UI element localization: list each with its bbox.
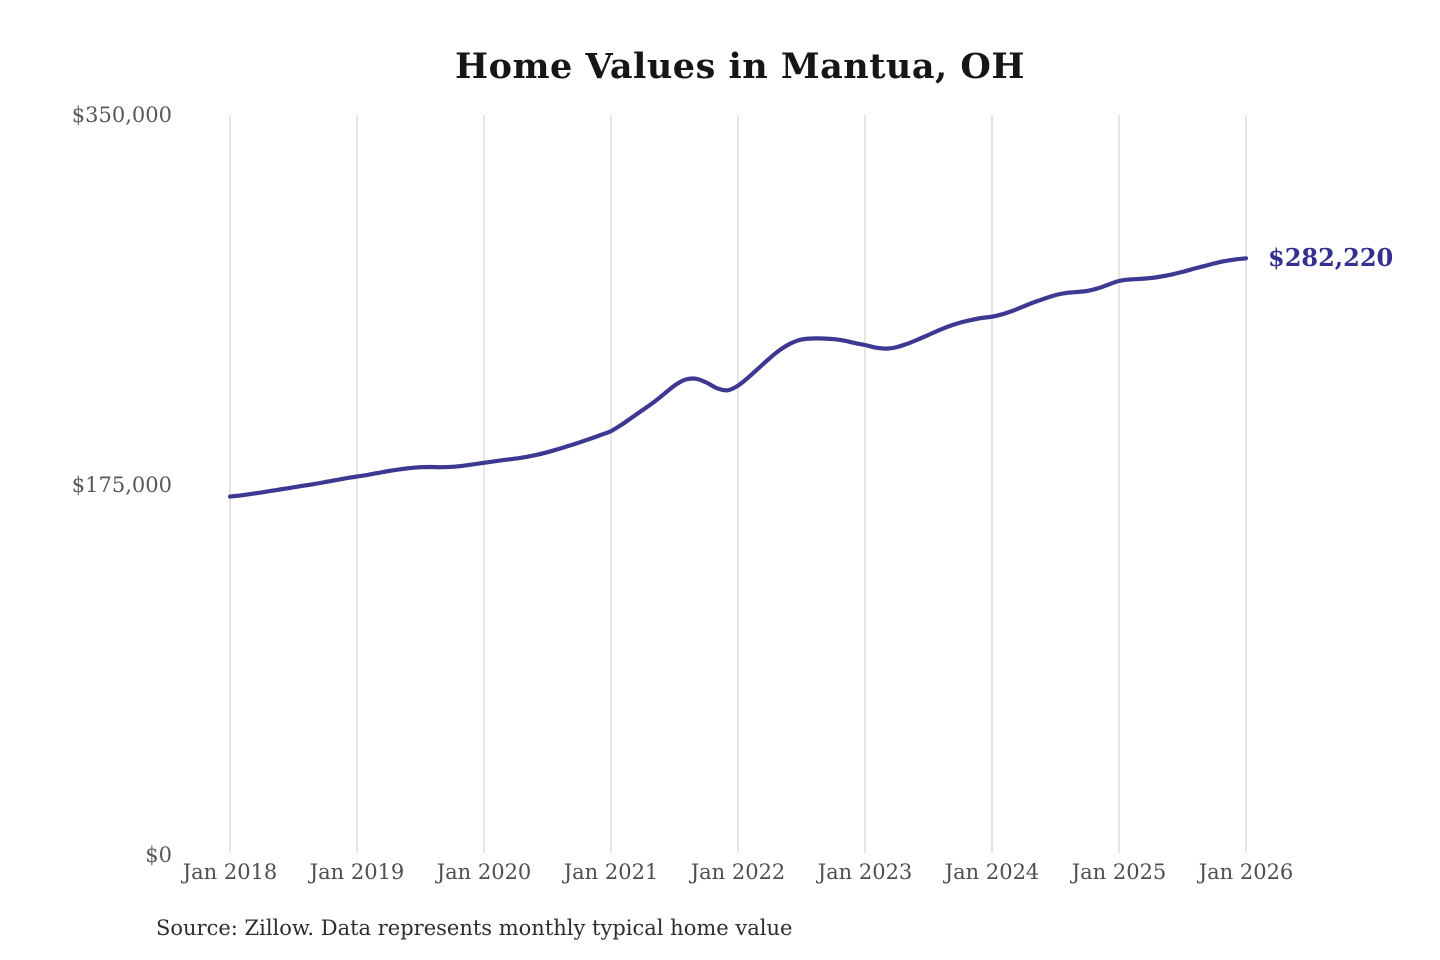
- x-axis-label-jan-2021: Jan 2021: [563, 860, 659, 884]
- source-note: Source: Zillow. Data represents monthly …: [156, 916, 793, 940]
- x-axis-label-jan-2026: Jan 2026: [1198, 860, 1294, 884]
- chart-title: Home Values in Mantua, OH: [455, 46, 1025, 87]
- x-axis-label-jan-2020: Jan 2020: [436, 860, 532, 884]
- y-axis-label-175000: $175,000: [71, 473, 172, 497]
- y-axis-label-0: $0: [145, 843, 172, 867]
- latest-value-annotation: $282,220: [1268, 243, 1394, 273]
- x-axis-label-jan-2019: Jan 2019: [309, 860, 405, 884]
- x-axis-label-jan-2022: Jan 2022: [690, 860, 786, 884]
- x-axis-label-jan-2018: Jan 2018: [182, 860, 278, 884]
- home-value-line: [227, 256, 1249, 499]
- x-axis-label-jan-2025: Jan 2025: [1071, 860, 1167, 884]
- y-axis-label-350000: $350,000: [71, 103, 172, 127]
- x-axis-label-jan-2024: Jan 2024: [944, 860, 1040, 884]
- x-axis-label-jan-2023: Jan 2023: [817, 860, 913, 884]
